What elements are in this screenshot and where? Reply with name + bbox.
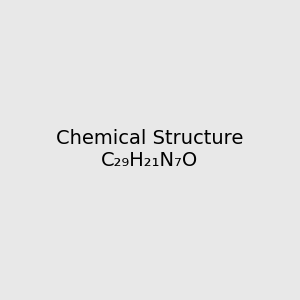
- Text: Chemical Structure
C₂₉H₂₁N₇O: Chemical Structure C₂₉H₂₁N₇O: [56, 130, 244, 170]
